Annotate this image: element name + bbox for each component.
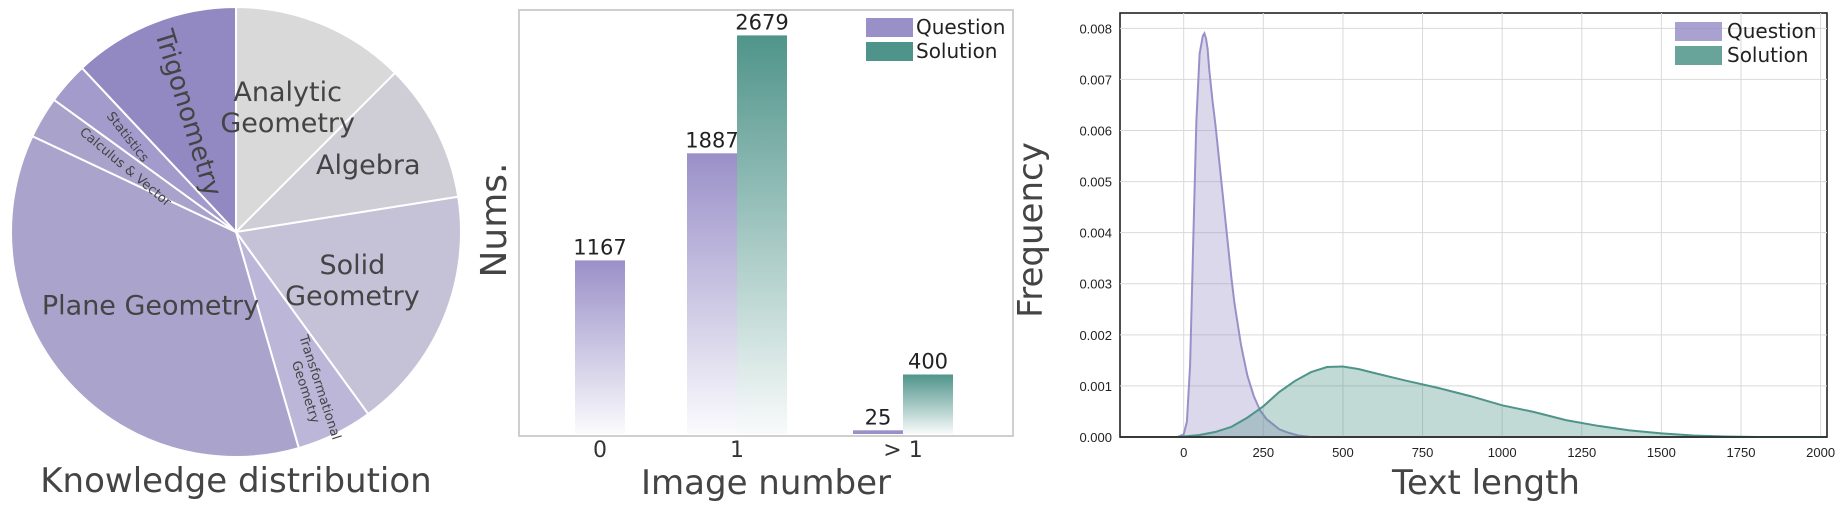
density-y-axis-label: Frequency bbox=[1011, 142, 1051, 318]
bar-question-1 bbox=[853, 430, 903, 434]
bar-category-label: > 1 bbox=[883, 438, 922, 463]
density-x-tick-label: 500 bbox=[1332, 445, 1354, 460]
bar-value-label: 400 bbox=[908, 350, 948, 374]
density-x-tick-label: 750 bbox=[1412, 445, 1434, 460]
density-x-ticks: 0 250 500 750 1000 1250 1500 1750 2000 bbox=[1180, 445, 1835, 460]
pie-label-solid-geometry: Solid Geometry bbox=[285, 250, 420, 312]
density-chart: 0 250 500 750 1000 1250 1500 1750 2000 0.0000.00… bbox=[1011, 12, 1835, 503]
bar-x-axis-label: Image number bbox=[641, 463, 891, 503]
density-areas bbox=[1120, 31, 1827, 438]
density-legend-swatch-solution bbox=[1675, 46, 1722, 65]
density-x-tick-label: 250 bbox=[1252, 445, 1274, 460]
bar-question-0 bbox=[575, 260, 625, 434]
density-y-tick-label: 0.004 bbox=[1079, 226, 1112, 241]
bar-question-1 bbox=[687, 153, 737, 435]
bar-legend-label-question: Question bbox=[916, 15, 1005, 39]
pie-slice-trigonometry bbox=[80, 5, 237, 235]
bar-plot-frame bbox=[518, 9, 1014, 437]
pie-slice-analytic-geometry bbox=[235, 5, 397, 235]
density-y-ticks: 0.000 0.001 0.002 0.003 0.004 0.005 0.006 0.007… bbox=[1079, 21, 1112, 445]
density-plot-frame bbox=[1119, 12, 1828, 438]
bar-value-label: 1887 bbox=[685, 128, 738, 152]
bar-category-label: 0 bbox=[593, 438, 607, 463]
density-y-tick-label: 0.005 bbox=[1079, 175, 1112, 190]
bar-value-labels: 1167 1887 2679 25 400 bbox=[573, 10, 948, 429]
bar-marks bbox=[575, 35, 953, 435]
density-y-tick-label: 0.002 bbox=[1079, 328, 1112, 343]
density-x-tick-label: 1000 bbox=[1488, 445, 1517, 460]
density-line-solution bbox=[1177, 365, 1821, 438]
density-y-tick-label: 0.007 bbox=[1079, 72, 1112, 87]
density-x-tick-label: 2000 bbox=[1806, 445, 1835, 460]
bar-category-label: 1 bbox=[730, 438, 744, 463]
density-x-tick-label: 1250 bbox=[1567, 445, 1596, 460]
density-y-tick-label: 0.000 bbox=[1079, 430, 1112, 445]
bar-category-labels: 0 1 > 1 bbox=[593, 438, 923, 463]
density-y-tick-label: 0.008 bbox=[1079, 21, 1112, 36]
density-area-question bbox=[1177, 33, 1312, 438]
bar-solution-1 bbox=[903, 374, 953, 434]
density-y-tick-label: 0.001 bbox=[1079, 379, 1112, 394]
density-x-tick-label: 1750 bbox=[1727, 445, 1756, 460]
pie-slice-algebra bbox=[233, 71, 460, 234]
pie-slice-plane-geometry bbox=[9, 134, 301, 458]
bar-y-axis-label: Nums. bbox=[474, 162, 515, 277]
bar-chart: 1167 1887 2679 25 400 0 1 > 1 QuestionSolution… bbox=[474, 9, 1014, 503]
density-x-axis-label: Text length bbox=[1391, 463, 1580, 503]
pie-label-analytic-geometry: Analytic Geometry bbox=[220, 77, 355, 139]
density-area-solution bbox=[1177, 366, 1821, 437]
density-y-tick-label: 0.006 bbox=[1079, 123, 1112, 138]
density-y-tick-label: 0.003 bbox=[1079, 277, 1112, 292]
density-x-tick-label: 0 bbox=[1180, 445, 1187, 460]
pie-slices bbox=[9, 5, 462, 458]
bar-value-label: 25 bbox=[865, 405, 892, 429]
density-legend-swatch-question bbox=[1675, 22, 1722, 41]
density-line-question bbox=[1176, 31, 1312, 438]
density-x-tick-label: 1500 bbox=[1647, 445, 1676, 460]
pie-label-algebra: Algebra bbox=[316, 150, 421, 181]
density-legend-label-solution: Solution bbox=[1727, 43, 1808, 67]
density-legend-label-question: Question bbox=[1727, 19, 1816, 43]
bar-value-label: 2679 bbox=[735, 10, 788, 34]
pie-chart-title: Knowledge distribution bbox=[40, 461, 431, 501]
bar-value-label: 1167 bbox=[573, 235, 626, 259]
pie-slice-solid-geometry bbox=[234, 195, 462, 416]
density-grid bbox=[1120, 13, 1827, 438]
bar-legend-label-solution: Solution bbox=[916, 39, 997, 63]
bar-legend-swatch-solution bbox=[866, 42, 913, 61]
bar-solution-1 bbox=[737, 35, 787, 435]
bar-legend-swatch-question bbox=[866, 18, 913, 37]
pie-label-plane-geometry: Plane Geometry bbox=[42, 291, 259, 322]
